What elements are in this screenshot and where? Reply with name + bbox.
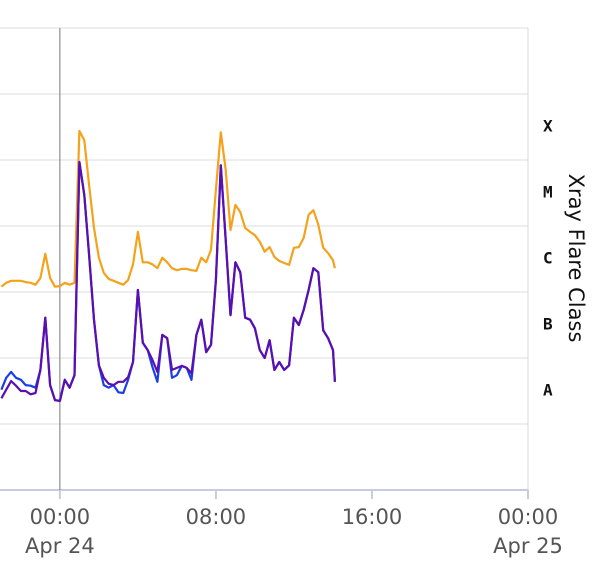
x-tick-label: 00:00: [498, 505, 559, 529]
y2-tick-label: A: [543, 381, 553, 400]
x-date-label: Apr 24: [25, 534, 95, 558]
series-line: [0, 160, 336, 402]
x-date-label: Apr 25: [493, 534, 563, 558]
y2-tick-label: X: [543, 117, 553, 136]
y2-tick-label: B: [543, 315, 553, 334]
y2-axis-label: Xray Flare Class: [564, 174, 588, 343]
x-tick-label: 08:00: [186, 505, 247, 529]
series-line: [0, 129, 336, 288]
x-tick-label: 16:00: [342, 505, 403, 529]
y2-tick-label: M: [543, 183, 553, 202]
y2-tick-label: C: [543, 249, 553, 268]
x-tick-label: 00:00: [30, 505, 91, 529]
